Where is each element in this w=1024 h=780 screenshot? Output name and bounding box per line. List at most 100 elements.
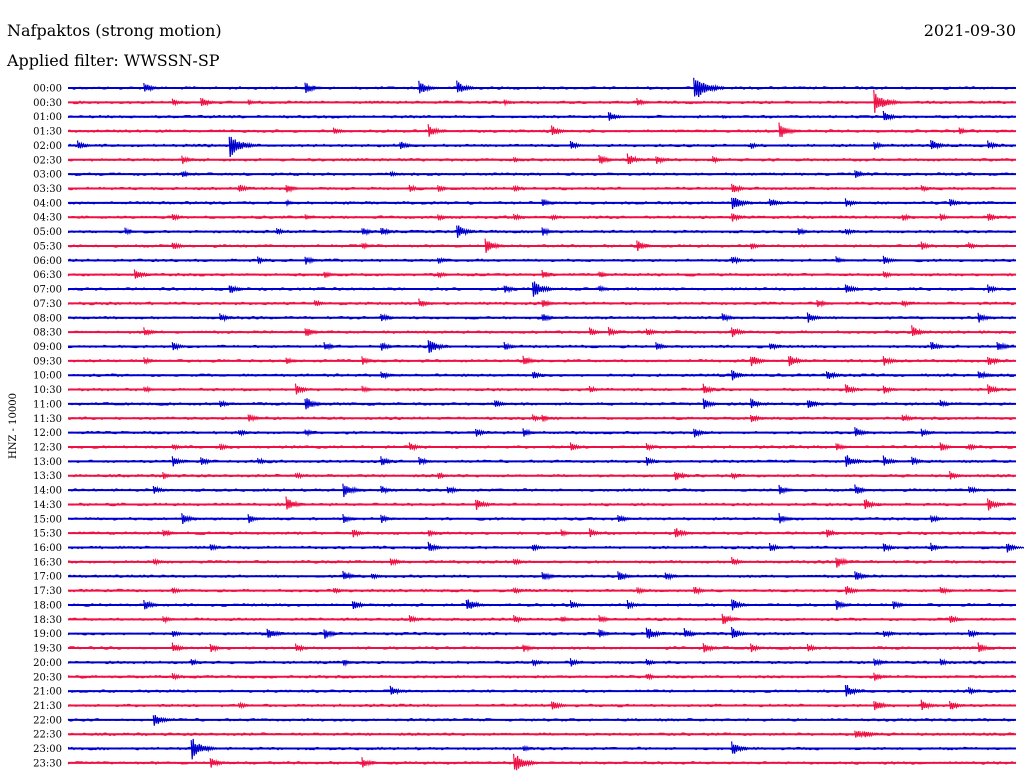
event-burst bbox=[731, 626, 751, 639]
event-burst bbox=[503, 285, 522, 294]
event-burst bbox=[987, 213, 1005, 221]
event-burst bbox=[522, 355, 542, 365]
event-burst bbox=[380, 371, 399, 380]
event-burst bbox=[190, 738, 218, 760]
event-burst bbox=[389, 558, 408, 566]
event-burst bbox=[911, 325, 932, 337]
event-burst bbox=[446, 486, 465, 495]
trace-noise bbox=[67, 114, 1015, 119]
event-burst bbox=[939, 399, 956, 408]
event-burst bbox=[427, 340, 451, 353]
date-label: 2021-09-30 bbox=[924, 21, 1016, 40]
trace-noise bbox=[67, 703, 1015, 708]
event-burst bbox=[380, 342, 399, 351]
event-burst bbox=[987, 140, 1005, 150]
event-burst bbox=[930, 140, 951, 150]
event-burst bbox=[238, 701, 254, 710]
event-burst bbox=[351, 529, 370, 538]
event-burst bbox=[171, 98, 188, 107]
time-tick-label: 15:30 bbox=[33, 529, 62, 540]
time-tick-label: 12:30 bbox=[33, 443, 62, 454]
time-tick-label: 02:00 bbox=[33, 141, 62, 152]
trace-noise bbox=[67, 330, 1015, 335]
event-burst bbox=[844, 228, 861, 236]
event-burst bbox=[513, 213, 529, 221]
trace-noise bbox=[67, 559, 1015, 564]
event-burst bbox=[380, 313, 399, 322]
event-burst bbox=[475, 428, 493, 437]
event-burst bbox=[513, 156, 528, 163]
event-burst bbox=[873, 658, 892, 667]
event-burst bbox=[200, 97, 220, 107]
event-burst bbox=[702, 643, 722, 653]
event-burst bbox=[920, 241, 939, 250]
event-burst bbox=[977, 642, 997, 653]
event-burst bbox=[598, 629, 617, 638]
time-tick-label: 06:30 bbox=[33, 270, 62, 281]
event-burst bbox=[854, 571, 874, 581]
event-burst bbox=[778, 122, 802, 138]
event-burst bbox=[503, 341, 522, 350]
event-burst bbox=[920, 185, 937, 193]
event-burst bbox=[930, 341, 949, 350]
event-burst bbox=[731, 256, 749, 265]
event-burst bbox=[304, 328, 324, 336]
event-burst bbox=[541, 270, 560, 278]
event-burst bbox=[750, 356, 770, 367]
trace-noise bbox=[67, 617, 1015, 622]
event-burst bbox=[674, 528, 695, 538]
y-axis-label: HNZ - 10000 bbox=[8, 393, 19, 459]
event-burst bbox=[494, 400, 512, 407]
time-tick-label: 18:30 bbox=[33, 615, 62, 626]
event-burst bbox=[636, 586, 653, 595]
time-tick-label: 20:00 bbox=[33, 658, 62, 669]
event-burst bbox=[750, 643, 768, 653]
event-burst bbox=[171, 444, 188, 451]
time-tick-label: 03:30 bbox=[33, 184, 62, 195]
event-burst bbox=[323, 629, 343, 639]
event-burst bbox=[351, 601, 371, 609]
event-burst bbox=[768, 542, 787, 552]
event-burst bbox=[750, 142, 766, 150]
trace-noise bbox=[67, 244, 1015, 248]
event-burst bbox=[854, 484, 874, 494]
event-burst bbox=[550, 125, 570, 135]
event-burst bbox=[171, 586, 188, 595]
event-burst bbox=[835, 557, 856, 568]
event-burst bbox=[968, 242, 984, 250]
time-tick-label: 13:00 bbox=[33, 457, 62, 468]
event-burst bbox=[844, 384, 864, 394]
event-burst bbox=[541, 227, 560, 237]
event-burst bbox=[873, 89, 903, 113]
trace-noise bbox=[67, 531, 1015, 536]
event-burst bbox=[418, 298, 437, 308]
event-burst bbox=[655, 156, 674, 165]
event-burst bbox=[152, 557, 169, 567]
event-burst bbox=[645, 456, 664, 466]
event-burst bbox=[427, 124, 448, 137]
trace-noise bbox=[67, 301, 1015, 306]
event-burst bbox=[475, 499, 495, 510]
event-burst bbox=[588, 528, 607, 538]
event-burst bbox=[541, 198, 560, 206]
time-tick-label: 07:00 bbox=[33, 285, 62, 296]
event-burst bbox=[731, 599, 751, 611]
event-burst bbox=[152, 715, 175, 726]
event-burst bbox=[806, 400, 826, 408]
event-burst bbox=[294, 643, 313, 653]
event-burst bbox=[645, 627, 668, 639]
event-burst bbox=[294, 383, 314, 395]
time-tick-label: 20:30 bbox=[33, 672, 62, 683]
event-burst bbox=[835, 256, 852, 263]
event-burst bbox=[920, 699, 940, 711]
event-burst bbox=[323, 271, 340, 279]
event-burst bbox=[607, 112, 627, 121]
event-burst bbox=[76, 140, 95, 149]
trace-noise bbox=[67, 502, 1015, 507]
trace-noise bbox=[67, 588, 1015, 593]
event-burst bbox=[768, 198, 788, 206]
event-burst bbox=[531, 544, 548, 552]
event-burst bbox=[750, 242, 766, 250]
event-burst bbox=[844, 284, 864, 293]
event-burst bbox=[171, 242, 190, 250]
